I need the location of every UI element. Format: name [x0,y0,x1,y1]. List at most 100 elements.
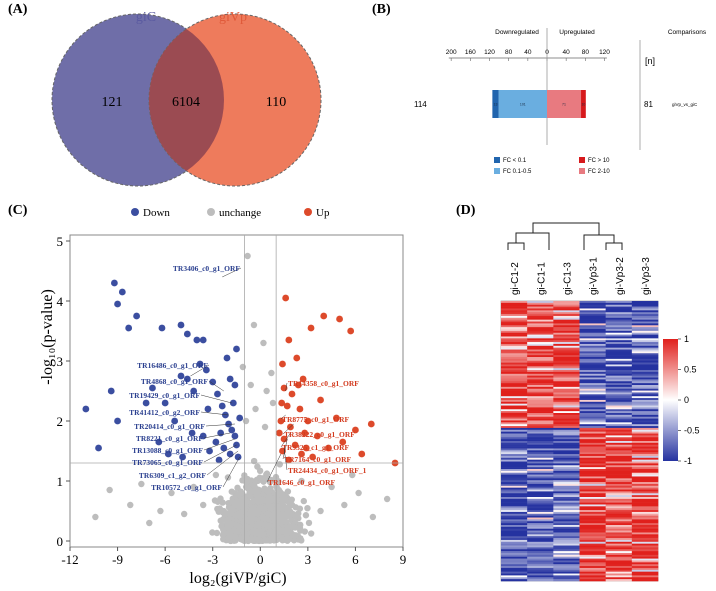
heatmap-cell [579,480,606,483]
heatmap-cell [631,455,659,459]
heatmap-cell [527,426,554,429]
heatmap-cell [605,525,633,528]
heatmap-cell [501,541,528,544]
heatmap-cell [527,385,554,388]
heatmap-cell [553,336,580,339]
fc-axis-tick-label: 120 [484,49,495,56]
heatmap-cell [631,556,659,559]
legend-swatch-fc-2-10 [579,168,585,174]
down-point [190,387,198,395]
heatmap-cell [579,414,606,418]
heatmap-cell [553,358,580,362]
heatmap-cell [501,379,528,382]
heatmap-cell [553,564,580,567]
heatmap-cell [605,444,633,447]
unchange-point [300,497,307,505]
heatmap-cell [553,483,580,487]
unchange-point [261,497,269,504]
heatmap-cell [553,330,580,334]
heatmap-cell [605,411,633,414]
heatmap-cell [605,321,633,324]
x-tick-label: -3 [207,552,218,567]
heatmap-cell [631,470,659,474]
venn-count-gic-only: 121 [102,95,123,110]
heatmap-cell [501,409,528,412]
heatmap-cell [579,558,606,561]
heatmap-cell [527,353,554,356]
heatmap-cell [501,340,528,343]
heatmap-cell [605,405,633,408]
heatmap-cell [579,357,606,360]
heatmap-cell [579,399,606,403]
heatmap-cell [527,420,554,423]
heatmap-cell [579,562,606,565]
unchange-point [252,535,260,542]
heatmap-cell [527,558,554,561]
heatmap-cell [605,407,633,410]
heatmap-cell [579,515,606,518]
down-point [236,414,244,422]
heatmap-cell [553,556,580,559]
down-point [142,399,150,407]
heatmap-cell [553,315,580,319]
bar-segment [498,90,547,118]
heatmap-cell [527,450,554,453]
heatmap-cell [605,441,633,444]
heatmap-cell [553,399,580,403]
unchange-point [168,489,175,497]
heatmap-cell [501,562,528,565]
heatmap-cell [605,383,633,386]
heatmap-cell [605,566,633,569]
heatmap-cell [501,329,528,332]
heatmap-cell [501,491,528,494]
heatmap-cell [631,513,659,516]
heatmap-cell [605,414,633,418]
heatmap-cell [631,566,659,569]
heatmap-cell [579,497,606,500]
annotation-leader [285,382,288,392]
annotation-leader [280,432,291,448]
bar-segment [581,90,586,118]
heatmap-cell [631,353,659,356]
heatmap-cell [579,545,606,548]
unchange-point [252,405,259,413]
heatmap-cell [631,342,659,345]
heatmap-cell [605,517,633,520]
venn-label-gic: giC [136,10,156,25]
bar-segment-label: 71 [562,103,566,107]
heatmap-cell [501,502,528,505]
heatmap-cell [501,424,528,427]
heatmap-cell [605,355,633,358]
unchange-point [284,488,292,495]
heatmap-cell [553,366,580,369]
heatmap-cell [553,467,580,470]
heatmap-cell [579,556,606,559]
heatmap-cell [501,446,528,449]
heatmap-cell [527,500,554,503]
heatmap-cell [579,407,606,410]
unchange-point [328,483,335,491]
heatmap-cell [553,577,580,580]
heatmap-cell [605,541,633,544]
venn-count-givp-only: 110 [266,95,286,110]
unchange-point [243,523,250,531]
heatmap-cell [579,304,606,307]
heatmap-cell [501,482,528,485]
down-point [204,405,212,413]
heatmap-cell [579,439,606,442]
heatmap-cell [579,461,606,464]
heatmap-cell [501,334,528,337]
heatmap-cell [527,358,554,362]
heatmap-cell [631,454,659,457]
unchange-point [276,461,283,468]
heatmap-cell [605,435,633,438]
heatmap-cell [553,482,580,485]
unchange-point [251,482,258,489]
heatmap-cell [605,560,633,563]
heatmap-cell [605,336,633,339]
heatmap-column-label: gi-C1-1 [536,262,547,295]
venn-overlap [149,14,224,186]
unchange-point [280,527,287,534]
heatmap-cell [605,575,633,578]
heatmap-cell [579,566,606,569]
